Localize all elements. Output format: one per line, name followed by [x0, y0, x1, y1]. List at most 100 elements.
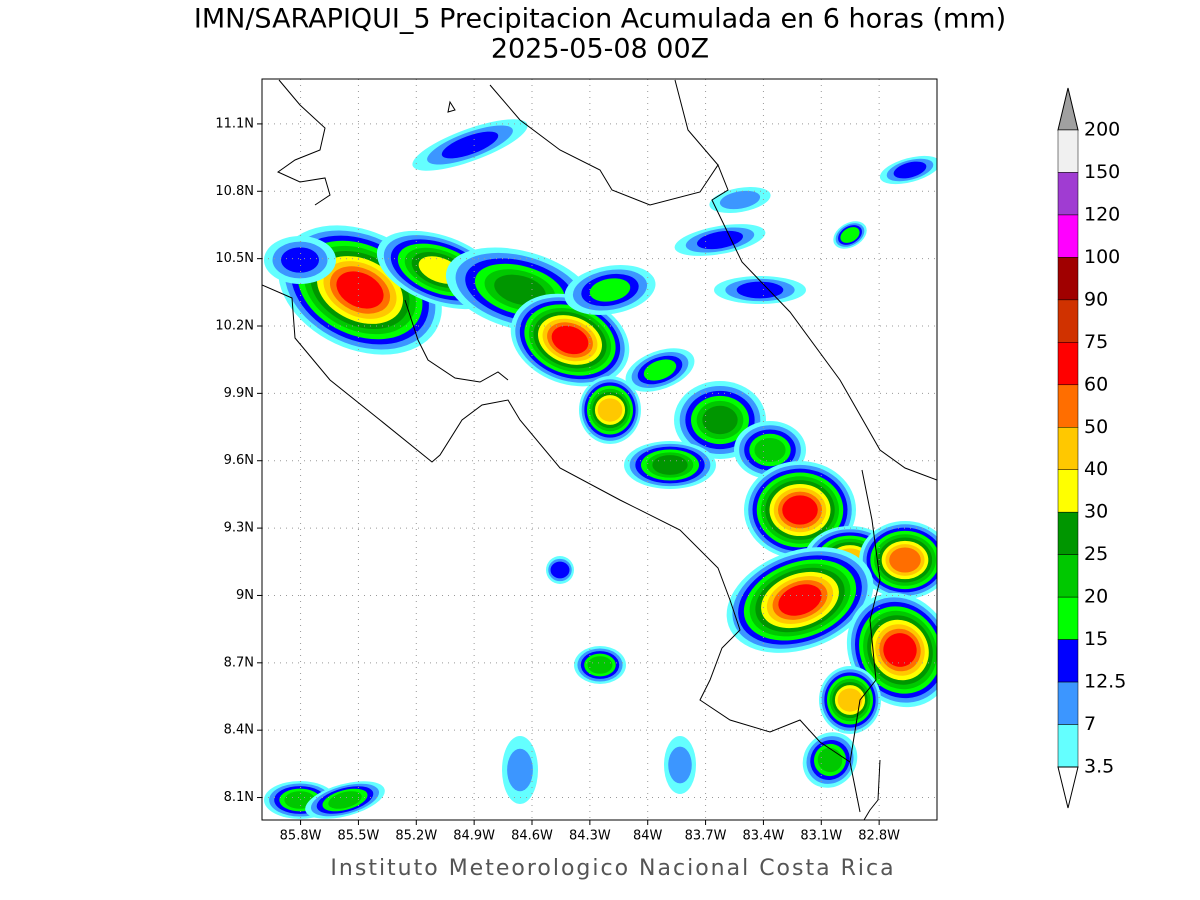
coastline — [489, 84, 937, 481]
colorbar-box — [1057, 596, 1079, 640]
precip-contour — [696, 230, 744, 250]
colorbar-label: 20 — [1084, 586, 1108, 608]
colorbar-box — [1057, 214, 1079, 258]
precip-contour — [668, 746, 692, 784]
y-tick-label: 11.1N — [215, 116, 254, 131]
colorbar-box — [1057, 427, 1079, 470]
title: IMN/SARAPIQUI_5 Precipitacion Acumulada … — [194, 4, 1006, 35]
x-tick-label: 84.6W — [511, 829, 553, 844]
precip-contour — [736, 281, 784, 299]
x-tick-label: 85.2W — [395, 829, 437, 844]
colorbar-label: 25 — [1084, 543, 1108, 565]
subtitle: 2025-05-08 00Z — [491, 34, 709, 65]
coastline — [276, 79, 331, 206]
colorbar-label: 90 — [1084, 288, 1108, 310]
precip-contour — [587, 656, 613, 674]
x-tick-label: 84.3W — [569, 829, 611, 844]
y-tick-label: 10.8N — [215, 184, 254, 199]
precip-contour — [494, 274, 546, 306]
y-tick-label: 8.7N — [224, 655, 254, 670]
colorbar-arrow — [1057, 766, 1079, 809]
precip-contour — [883, 633, 917, 667]
colorbar-label: 150 — [1084, 161, 1120, 183]
x-tick-label: 85.8W — [280, 829, 322, 844]
y-tick-label: 9.9N — [224, 386, 254, 401]
border — [674, 79, 719, 166]
y-tick-label: 10.5N — [215, 251, 254, 266]
colorbar-box — [1057, 257, 1079, 301]
colorbar-box — [1057, 554, 1079, 598]
x-tick-label: 83.4W — [743, 829, 785, 844]
precip-contour — [702, 405, 738, 435]
precip-contour — [336, 271, 384, 309]
coastline — [262, 284, 861, 813]
precip-contour — [889, 547, 921, 573]
colorbar: 200 150 120 100 90 75 60 50 40 30 25 20 15 12.5 7 3.5 — [1057, 87, 1126, 809]
x-tick-label: 83.7W — [685, 829, 727, 844]
y-tick-label: 8.4N — [224, 723, 254, 738]
colorbar-box — [1057, 724, 1079, 768]
colorbar-label: 200 — [1084, 119, 1120, 141]
colorbar-label: 120 — [1084, 203, 1120, 225]
precip-contour — [893, 161, 927, 179]
border — [849, 469, 881, 763]
colorbar-label: 7 — [1084, 713, 1096, 735]
precip-contour — [441, 131, 499, 159]
colorbar-label: 60 — [1084, 373, 1108, 395]
island — [447, 100, 456, 113]
grid: 85.8W 85.5W 85.2W 84.9W 84.6W 84.3W 84W 83.7W 83… — [215, 79, 937, 844]
x-tick-label: 83.1W — [800, 829, 842, 844]
colorbar-label: 100 — [1084, 246, 1120, 268]
colorbar-label: 75 — [1084, 331, 1108, 353]
precip-contour — [782, 495, 818, 525]
colorbar-box — [1057, 384, 1079, 428]
precip-contour — [754, 438, 786, 462]
colorbar-label: 40 — [1084, 458, 1108, 480]
x-tick-label: 84W — [633, 829, 663, 844]
precip-contour — [281, 247, 319, 273]
precip-contour — [652, 455, 688, 475]
precip-contour — [550, 561, 570, 579]
colorbar-label: 3.5 — [1084, 756, 1114, 778]
colorbar-box — [1057, 511, 1079, 555]
y-tick-label: 9.6N — [224, 453, 254, 468]
colorbar-label: 30 — [1084, 501, 1108, 523]
x-tick-label: 82.8W — [858, 829, 900, 844]
colorbar-box — [1057, 299, 1079, 343]
precip-contour — [597, 398, 623, 422]
precip-contour — [719, 190, 761, 210]
y-tick-label: 8.1N — [224, 790, 254, 805]
precip-contour — [328, 791, 362, 809]
precip-contour — [840, 227, 860, 243]
colorbar-box — [1057, 639, 1079, 683]
precip-contour — [643, 359, 677, 381]
precip-contour — [589, 278, 631, 302]
colorbar-arrow — [1057, 87, 1079, 131]
coastlines — [262, 79, 937, 820]
precipitation-field — [264, 119, 937, 819]
colorbar-box — [1057, 129, 1079, 173]
colorbar-box — [1057, 681, 1079, 725]
colorbar-label: 12.5 — [1084, 671, 1126, 693]
colorbar-label: 15 — [1084, 628, 1108, 650]
colorbar-box — [1057, 342, 1079, 386]
y-tick-label: 9N — [236, 588, 254, 603]
x-tick-label: 84.9W — [453, 829, 495, 844]
precip-contour — [778, 584, 822, 616]
map-frame — [261, 78, 938, 821]
precip-contour — [507, 748, 533, 792]
colorbar-label: 50 — [1084, 416, 1108, 438]
x-tick-label: 85.5W — [338, 829, 380, 844]
y-tick-label: 10.2N — [215, 319, 254, 334]
footer: Instituto Meteorologico Nacional Costa R… — [330, 856, 895, 881]
colorbar-box — [1057, 172, 1079, 216]
coastline — [863, 759, 881, 820]
precip-contour — [837, 688, 863, 712]
colorbar-box — [1057, 469, 1079, 513]
precip-contour — [817, 747, 843, 773]
precip-contour — [551, 325, 589, 355]
y-tick-label: 9.3N — [224, 521, 254, 536]
